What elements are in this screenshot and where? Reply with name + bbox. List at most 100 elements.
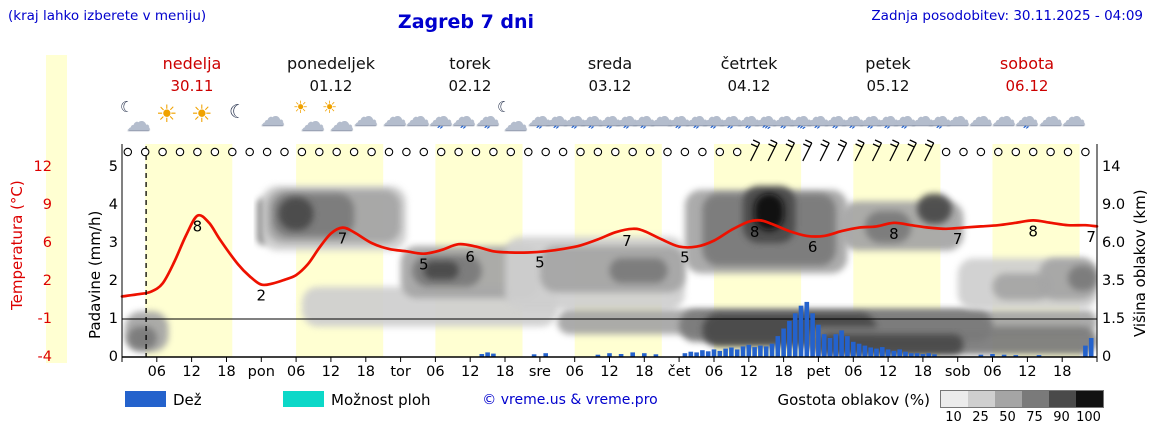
- weather-icon-cloud: ☁: [945, 102, 970, 131]
- precip-tick: 3: [108, 235, 118, 251]
- cloud-tick: 9.0: [1102, 197, 1126, 213]
- svg-text:7: 7: [338, 230, 348, 248]
- weather-icon-sun: ☀: [156, 100, 178, 128]
- cloud-density-scale: [940, 390, 1104, 408]
- weather-icon-rain: ☁ ″: [927, 102, 952, 141]
- temp-tick: 6: [42, 235, 52, 251]
- day-date: 02.12: [448, 77, 492, 95]
- location-hint: (kraj lahko izberete v meniju): [8, 8, 207, 24]
- left-axis-strip: [46, 55, 67, 363]
- weather-icon-rain: ☁ ″: [562, 102, 587, 141]
- weather-icon-rain: ☁ ″: [875, 102, 900, 141]
- weather-icon-rain: ☁ ″: [718, 102, 743, 141]
- weather-icon-heavy-rain: ☁ ‴: [788, 102, 813, 141]
- weather-icon-moon-cloud: ☾ ☁: [120, 98, 151, 136]
- weather-icon-moon-cloud: ☾ ☁: [497, 98, 528, 136]
- weather-icon-rain: ☁ ″: [1014, 102, 1039, 141]
- cloud-tick: 1.5: [1102, 311, 1126, 327]
- cloud-tick: 0: [1102, 349, 1112, 365]
- cloud-scale-segment: [995, 391, 1022, 407]
- weather-icon-rain: ☁ ″: [451, 102, 476, 141]
- page-title: Zagreb 7 dni: [397, 11, 535, 33]
- svg-text:18: 18: [1053, 364, 1071, 380]
- svg-text:06: 06: [565, 364, 583, 380]
- day-date: 04.12: [727, 77, 771, 95]
- weather-icon-rain: ☁ ″: [428, 102, 453, 141]
- temp-tick: -4: [37, 349, 52, 365]
- cloud-scale-label: 10: [945, 410, 962, 425]
- day-date: 01.12: [309, 77, 353, 95]
- svg-text:18: 18: [357, 364, 375, 380]
- weather-icon-rain: ☁ ″: [475, 102, 500, 141]
- weather-icon-rain: ☁ ″: [858, 102, 883, 141]
- cloud-density-legend-label: Gostota oblakov (%): [777, 391, 930, 409]
- weather-icons-row: ☾ ☁ ☀ ☀ ☾ ☁ ☀ ☁ ☀ ☁ ☁ ☁ ☁ ☁ ″ ☁ ″ ☁ ″ ☾ ☁ ☁ ″ ☁ ″ ☁ ″ ☁ ″ ☁ ″ ☁ ″ ☁ ″ ☁ ☁ ″ ☁ ″…: [0, 0, 1152, 141]
- temp-tick: -1: [37, 311, 52, 327]
- svg-text:pon: pon: [248, 364, 275, 380]
- weather-icon-rain: ☁ ″: [701, 102, 726, 141]
- weather-icon-cloud: ☁: [1061, 102, 1086, 131]
- cloud-scale-segment: [1049, 391, 1076, 407]
- cloud-tick: 3.5: [1102, 273, 1126, 289]
- weather-icon-rain: ☁ ″: [597, 102, 622, 141]
- weather-icon-rain: ☁ ″: [631, 102, 656, 141]
- svg-text:pet: pet: [806, 364, 830, 380]
- weather-icon-rain: ☁ ″: [684, 102, 709, 141]
- day-date: 06.12: [1005, 77, 1049, 95]
- weather-icon-cloud: ☁: [353, 102, 378, 131]
- svg-text:čet: čet: [668, 364, 691, 380]
- credit-link[interactable]: © vreme.us & vreme.pro: [482, 392, 658, 408]
- svg-text:7: 7: [953, 230, 963, 248]
- cloud-scale-label: 25: [972, 410, 989, 425]
- cloud-scale-segment: [968, 391, 995, 407]
- day-header-sobota: sobota 06.12: [962, 54, 1092, 95]
- day-header-torek: torek 02.12: [405, 54, 535, 95]
- weather-icon-rain: ☁ ″: [666, 102, 691, 141]
- weather-icon-rain: ☁ ″: [579, 102, 604, 141]
- day-date: 05.12: [866, 77, 910, 95]
- precip-tick: 4: [108, 197, 118, 213]
- svg-text:06: 06: [844, 364, 862, 380]
- weather-icon-rain: ☁ ″: [544, 102, 569, 141]
- svg-text:12: 12: [1018, 364, 1036, 380]
- day-header-ponedeljek: ponedeljek 01.12: [266, 54, 396, 95]
- cloud-scale-label: 90: [1053, 410, 1070, 425]
- weather-icon-cloud: ☁: [991, 102, 1016, 131]
- temp-tick: 9: [42, 197, 52, 213]
- weather-icon-cloud: ☁: [968, 102, 993, 131]
- svg-text:12: 12: [740, 364, 758, 380]
- day-name: petek: [865, 54, 911, 73]
- svg-text:12: 12: [461, 364, 479, 380]
- svg-text:7: 7: [622, 232, 632, 250]
- day-name: sreda: [587, 54, 633, 73]
- svg-text:8: 8: [193, 218, 203, 236]
- svg-text:18: 18: [914, 364, 932, 380]
- svg-text:06: 06: [705, 364, 723, 380]
- weather-icon-rain: ☁ ″: [823, 102, 848, 141]
- day-header-cetrtek: četrtek 04.12: [684, 54, 814, 95]
- svg-text:12: 12: [182, 364, 200, 380]
- svg-text:6: 6: [465, 248, 475, 266]
- showers-legend-swatch: [283, 391, 324, 407]
- weather-icon-rain: ☁ ″: [736, 102, 761, 141]
- weather-icon-cloud: ☁: [405, 102, 430, 131]
- temp-tick: 2: [42, 273, 52, 289]
- precip-tick: 1: [108, 311, 118, 327]
- rain-legend-swatch: [125, 391, 166, 407]
- cloud-tick: 14: [1102, 159, 1121, 175]
- cloud-scale-segment: [941, 391, 968, 407]
- svg-text:18: 18: [635, 364, 653, 380]
- weather-icon-cloud: ☁: [260, 102, 285, 131]
- day-header-nedelja: nedelja 30.11: [127, 54, 257, 95]
- weather-icon-rain: ☁ ″: [771, 102, 796, 141]
- svg-text:18: 18: [217, 364, 235, 380]
- day-name: četrtek: [720, 54, 778, 73]
- weather-icon-cloud: ☁: [1038, 102, 1063, 131]
- svg-text:8: 8: [750, 223, 760, 241]
- day-name: ponedeljek: [287, 54, 375, 73]
- precip-tick: 5: [108, 159, 118, 175]
- svg-text:5: 5: [535, 254, 545, 272]
- weather-icon-rain: ☁ ″: [840, 102, 865, 141]
- svg-text:8: 8: [889, 225, 899, 243]
